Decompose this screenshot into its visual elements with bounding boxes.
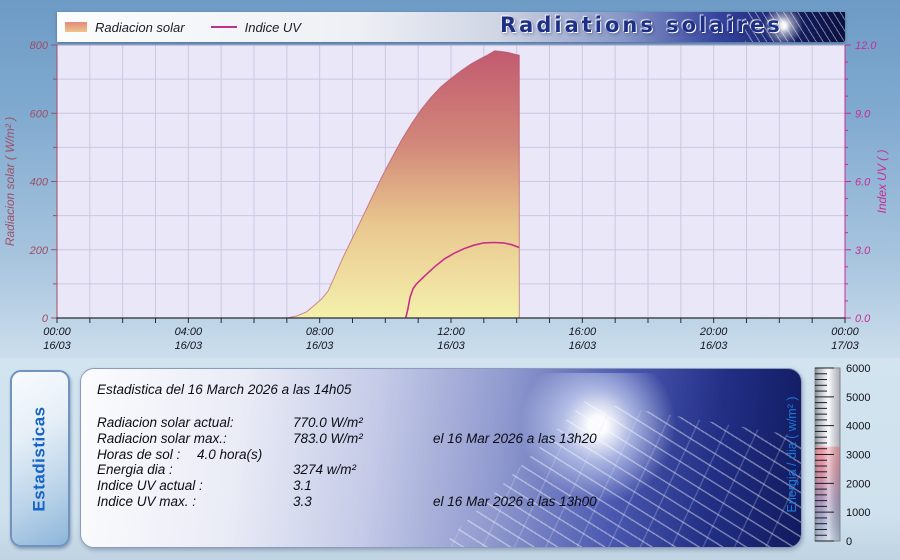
x-axis-time-label: 20:00 xyxy=(699,326,728,338)
stat-value: 783.0 W/m² xyxy=(293,430,363,446)
right-axis-title: Index UV ( ) xyxy=(875,149,889,213)
gauge-tick-label: 2000 xyxy=(846,478,870,490)
stat-when: el 16 Mar 2026 a las 13h20 xyxy=(433,430,597,446)
gauge-tick-label: 3000 xyxy=(846,450,870,462)
solar-panel-image xyxy=(745,12,845,42)
x-axis-time-label: 00:00 xyxy=(831,326,859,338)
stat-row-energy-day: Energia dia : 3274 w/m² xyxy=(97,462,791,478)
legend: Radiacion solar Indice UV xyxy=(65,12,327,42)
stat-label: Indice UV actual : xyxy=(97,478,203,494)
x-axis-time-label: 04:00 xyxy=(175,326,203,338)
stat-value: 3274 w/m² xyxy=(293,462,357,478)
stat-row-sun-hours: Horas de sol : 4.0 hora(s) xyxy=(97,447,791,463)
stat-value: 3.3 xyxy=(293,493,312,509)
sun-icon xyxy=(757,12,809,42)
gauge-axis-title: Energia / dia ( w/m² ) xyxy=(785,396,799,512)
stat-label: Horas de sol : xyxy=(97,446,181,462)
gauge-tick-label: 6000 xyxy=(846,363,870,375)
left-axis-tick-label: 0 xyxy=(42,313,49,325)
gauge-tick-label: 5000 xyxy=(846,392,870,404)
x-axis-date-label: 16/03 xyxy=(306,340,334,352)
x-axis-date-label: 16/03 xyxy=(175,340,203,352)
stat-when xyxy=(433,478,791,494)
gauge-tick-label: 4000 xyxy=(846,421,870,433)
stat-label: Radiacion solar actual: xyxy=(97,415,234,430)
x-axis-time-label: 08:00 xyxy=(306,326,334,338)
right-axis-tick-label: 3.0 xyxy=(855,245,871,257)
stat-label: Energia dia : xyxy=(97,462,173,478)
stat-row-uv-max: Indice UV max. : 3.3 el 16 Mar 2026 a la… xyxy=(97,494,791,510)
x-axis-time-label: 00:00 xyxy=(43,326,71,338)
energy-day-gauge: 0 1000 2000 3000 4000 5000 6000 Energia / dia (… xyxy=(785,363,870,548)
page-title: Radiations solaires xyxy=(500,13,783,37)
right-axis-tick-label: 12.0 xyxy=(855,40,877,52)
stats-content: Estadistica del 16 March 2026 a las 14h0… xyxy=(97,382,791,510)
radiation-swatch-icon xyxy=(65,22,87,32)
stat-when: el 16 Mar 2026 a las 13h00 xyxy=(433,493,597,509)
left-axis-tick-label: 400 xyxy=(30,177,49,189)
uv-line xyxy=(404,241,520,319)
left-axis-tick-label: 600 xyxy=(30,108,49,120)
x-axis-date-label: 16/03 xyxy=(43,340,71,352)
stat-value: 4.0 hora(s) xyxy=(197,446,263,462)
radiation-area xyxy=(286,50,520,319)
gauge-tick-label: 0 xyxy=(846,536,852,548)
stat-when xyxy=(433,447,791,463)
uv-line-swatch-icon xyxy=(210,26,237,28)
stat-label: Indice UV max. : xyxy=(97,493,197,509)
x-axis-date-label: 16/03 xyxy=(700,340,728,352)
right-axis-tick-label: 6.0 xyxy=(855,177,871,189)
left-axis-title: Radiacion solar ( W/m² ) xyxy=(3,117,17,246)
left-axis-tick-label: 200 xyxy=(29,245,49,257)
stat-when xyxy=(433,462,791,478)
x-axis-time-label: 12:00 xyxy=(437,326,465,338)
legend-label-uv: Indice UV xyxy=(244,19,301,35)
solar-radiation-chart: 0 200 400 600 800 0.0 3.0 6.0 9.0 12.0 00:00 16/03 0… xyxy=(3,40,889,352)
stats-panel: Estadistica del 16 March 2026 a las 14h0… xyxy=(80,368,802,548)
stat-when xyxy=(433,415,791,431)
x-axis-date-label: 16/03 xyxy=(569,340,597,352)
stat-row-radiation-actual: Radiacion solar actual: 770.0 W/m² xyxy=(97,415,791,431)
tab-estadisticas[interactable]: Estadisticas xyxy=(10,370,70,547)
gauge-tick-label: 1000 xyxy=(846,507,870,519)
x-axis-date-label: 16/03 xyxy=(437,340,465,352)
chart-panel: 0 200 400 600 800 0.0 3.0 6.0 9.0 12.0 00:00 16/03 0… xyxy=(0,0,900,358)
x-axis-date-label: 17/03 xyxy=(831,340,859,352)
stats-heading: Estadistica del 16 March 2026 a las 14h0… xyxy=(97,382,352,397)
legend-title-bar: Radiacion solar Indice UV Radiations sol… xyxy=(57,12,845,42)
sun-icon xyxy=(513,372,683,523)
left-axis-tick-label: 800 xyxy=(30,40,49,52)
stat-row-radiation-max: Radiacion solar max.: 783.0 W/m² el 16 M… xyxy=(97,431,791,447)
tab-estadisticas-label: Estadisticas xyxy=(30,405,50,512)
stat-value: 770.0 W/m² xyxy=(293,415,363,430)
legend-label-radiation: Radiacion solar xyxy=(95,19,185,35)
x-axis-time-label: 16:00 xyxy=(569,326,597,338)
stat-value: 3.1 xyxy=(293,478,312,494)
right-axis-tick-label: 0.0 xyxy=(855,313,871,325)
stat-row-uv-actual: Indice UV actual : 3.1 xyxy=(97,478,791,494)
stat-label: Radiacion solar max.: xyxy=(97,430,227,446)
right-axis-tick-label: 9.0 xyxy=(855,108,871,120)
